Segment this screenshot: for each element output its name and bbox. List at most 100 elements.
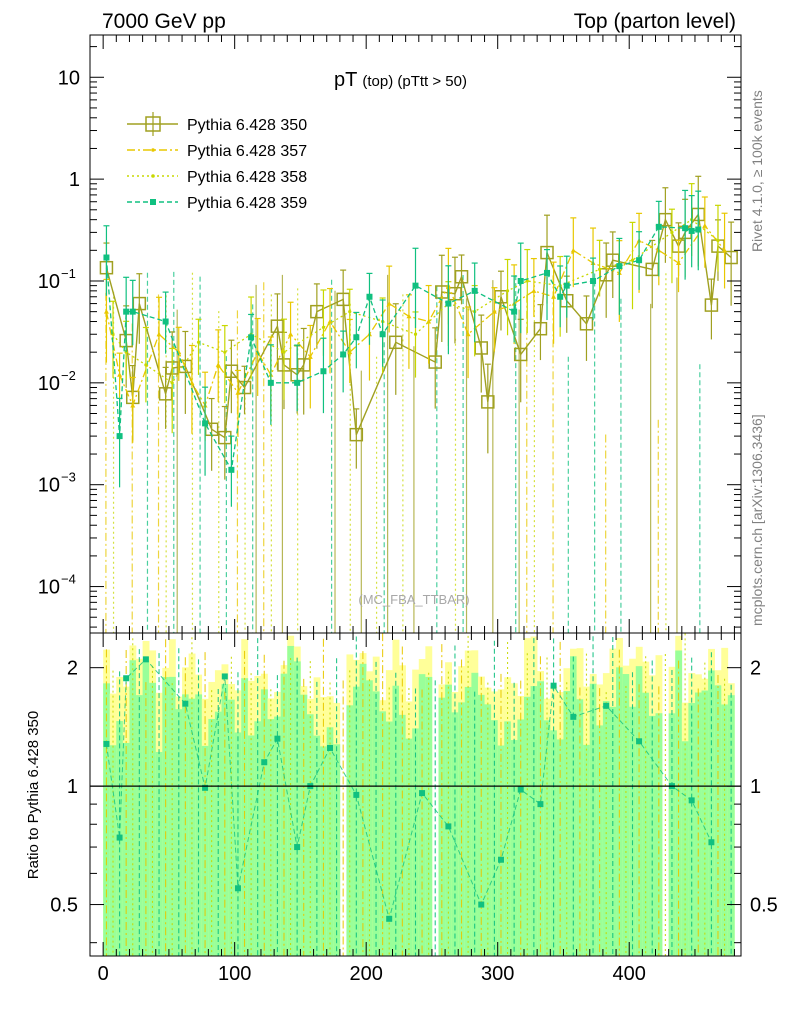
watermark: (MC_FBA_TTBAR) bbox=[358, 592, 469, 607]
data-point bbox=[117, 372, 123, 377]
data-point bbox=[215, 362, 221, 367]
data-point bbox=[511, 308, 518, 315]
data-point bbox=[202, 420, 209, 427]
data-point bbox=[162, 318, 169, 325]
header-right: Top (parton level) bbox=[574, 10, 736, 33]
x-tick-label: 300 bbox=[481, 963, 514, 985]
band-green bbox=[168, 676, 176, 956]
band-green bbox=[103, 683, 111, 956]
data-point bbox=[156, 331, 162, 337]
data-point bbox=[270, 319, 285, 333]
band-green bbox=[491, 720, 498, 956]
ratio-axis-ticks: 2 2 1 1 0.5 0.5 0 100 200 300 400 bbox=[50, 633, 778, 985]
data-point bbox=[144, 363, 148, 367]
ratio-data-point bbox=[570, 713, 577, 720]
data-point bbox=[310, 304, 324, 319]
rivet-label: Rivet 4.1.0, ≥ 100k events bbox=[749, 90, 765, 252]
ratio-data-point bbox=[142, 656, 149, 663]
x-tick-label: 400 bbox=[613, 963, 646, 985]
band-green bbox=[530, 686, 538, 956]
data-point bbox=[353, 334, 360, 341]
ratio-data-point bbox=[708, 839, 715, 846]
ratio-data-point bbox=[123, 675, 130, 682]
ratio-y-tick-label-left: 2 bbox=[67, 658, 78, 680]
band-green bbox=[524, 696, 531, 956]
data-point bbox=[688, 227, 695, 234]
ratio-data-point bbox=[537, 801, 544, 808]
data-point bbox=[196, 340, 201, 344]
data-point bbox=[676, 260, 682, 266]
band-green bbox=[267, 719, 275, 956]
header-left: 7000 GeV pp bbox=[102, 10, 226, 33]
data-point bbox=[704, 298, 719, 312]
y-tick-label-exponent: −1 bbox=[61, 266, 76, 281]
band-green bbox=[333, 744, 341, 956]
band-green bbox=[510, 740, 518, 956]
ratio-data-point bbox=[419, 790, 426, 797]
ratio-series-lines bbox=[105, 633, 732, 956]
data-point bbox=[386, 301, 392, 306]
ratio-frame bbox=[89, 632, 742, 957]
data-point bbox=[130, 402, 136, 408]
data-point bbox=[296, 358, 311, 372]
ratio-data-point bbox=[182, 700, 189, 707]
data-point bbox=[223, 350, 227, 354]
band-green bbox=[326, 727, 334, 956]
band-green bbox=[589, 683, 597, 956]
band-green bbox=[359, 663, 367, 956]
band-green bbox=[280, 673, 288, 956]
data-point bbox=[579, 317, 594, 331]
data-point bbox=[616, 263, 623, 270]
legend: Pythia 6.428 350 Pythia 6.428 357 Pythia 6… bbox=[127, 112, 307, 212]
legend-label: Pythia 6.428 358 bbox=[187, 169, 307, 186]
data-point bbox=[413, 332, 418, 336]
y-tick-label-exponent: −2 bbox=[61, 368, 76, 383]
data-point bbox=[366, 293, 373, 300]
data-point bbox=[288, 331, 294, 337]
data-point bbox=[336, 292, 350, 307]
ratio-y-tick-label-right: 2 bbox=[750, 658, 761, 680]
uncertainty-bands bbox=[103, 635, 735, 956]
data-point bbox=[123, 308, 130, 315]
y-tick-label: 1 bbox=[69, 169, 80, 191]
ratio-y-tick-label-right: 1 bbox=[750, 776, 761, 798]
band-green bbox=[635, 666, 643, 956]
main-plot-area bbox=[99, 175, 738, 633]
data-point bbox=[630, 258, 635, 262]
ratio-plot-area bbox=[90, 633, 741, 956]
data-point bbox=[116, 433, 123, 440]
ratio-ylabel: Ratio to Pythia 6.428 350 bbox=[25, 711, 42, 879]
data-point bbox=[525, 279, 529, 283]
data-point bbox=[158, 387, 173, 401]
band-green bbox=[556, 739, 564, 956]
data-point bbox=[491, 309, 497, 314]
series-line bbox=[105, 226, 699, 472]
data-point bbox=[129, 308, 136, 315]
y-tick-label: 10 bbox=[58, 67, 80, 89]
data-point bbox=[327, 319, 333, 324]
ratio-y-tick-label-left: 0.5 bbox=[50, 895, 78, 917]
data-point bbox=[103, 309, 109, 314]
band-green bbox=[484, 704, 492, 956]
band-green bbox=[570, 656, 577, 956]
x-tick-label: 0 bbox=[98, 963, 109, 985]
band-green bbox=[293, 661, 301, 956]
data-point bbox=[224, 364, 239, 378]
data-point bbox=[294, 379, 301, 386]
band-green bbox=[642, 692, 650, 956]
data-point bbox=[722, 247, 728, 253]
band-green bbox=[622, 674, 630, 956]
band-green bbox=[425, 676, 433, 956]
data-point bbox=[189, 380, 195, 385]
series-359 bbox=[103, 189, 702, 507]
data-point bbox=[716, 238, 720, 243]
data-point bbox=[428, 355, 442, 369]
band-green bbox=[596, 725, 604, 956]
data-point bbox=[307, 354, 313, 359]
y-tick-label: 10 bbox=[38, 271, 60, 293]
x-tick-label: 200 bbox=[349, 963, 382, 985]
series-line bbox=[112, 218, 719, 384]
